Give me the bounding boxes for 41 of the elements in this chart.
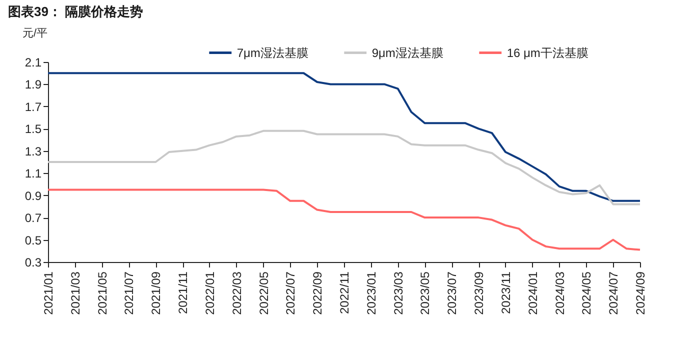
y-tick-label: 2.1 — [24, 56, 42, 70]
line-series — [47, 130, 641, 206]
x-tick-label: 2021/07 — [122, 271, 136, 315]
y-tick-label: 0.3 — [24, 256, 42, 270]
y-axis-title: 元/平 — [22, 28, 48, 40]
x-tick-label: 2022/09 — [310, 271, 325, 315]
x-tick-label: 2024/03 — [552, 271, 567, 315]
legend-label: 7μm湿法基膜 — [236, 46, 308, 60]
y-tick-label: 1.7 — [24, 100, 42, 114]
x-tick-label: 2023/11 — [498, 271, 513, 314]
y-tick-label: 0.9 — [24, 188, 42, 203]
x-tick-label: 2022/03 — [230, 271, 244, 315]
line-series — [47, 72, 641, 202]
y-tick-label: 1.9 — [24, 78, 42, 92]
x-tick-label: 2022/05 — [256, 271, 271, 315]
legend-label: 9μm湿法基膜 — [372, 46, 444, 60]
x-tick-label: 2024/05 — [580, 271, 594, 315]
chart-title: 图表39： 隔膜价格走势 — [8, 4, 144, 19]
x-tick-label: 2021/09 — [149, 271, 164, 315]
x-tick-label: 2024/07 — [606, 271, 621, 315]
x-tick-label: 2022/01 — [202, 271, 217, 315]
x-tick-label: 2021/11 — [176, 271, 190, 314]
x-tick-label: 2023/07 — [445, 271, 460, 315]
x-tick-label: 2023/01 — [364, 271, 378, 315]
x-tick-label: 2021/03 — [68, 271, 82, 315]
y-tick-label: 0.5 — [24, 233, 42, 248]
x-tick-label: 2024/01 — [526, 271, 540, 315]
x-tick-label: 2023/03 — [391, 271, 406, 315]
x-tick-label: 2021/01 — [42, 271, 56, 315]
y-tick-label: 1.1 — [24, 166, 42, 181]
x-tick-label: 2022/07 — [284, 271, 298, 315]
x-tick-label: 2024/09 — [634, 271, 648, 315]
y-tick-label: 1.3 — [24, 144, 42, 158]
y-tick-label: 1.5 — [24, 122, 42, 136]
y-tick-label: 0.7 — [24, 211, 42, 226]
x-tick-label: 2023/05 — [418, 271, 432, 315]
x-tick-label: 2022/11 — [338, 271, 352, 314]
x-tick-label: 2023/09 — [472, 271, 486, 315]
line-series — [47, 188, 641, 251]
legend-label: 16 μm干法基膜 — [506, 46, 588, 60]
x-tick-label: 2021/05 — [95, 271, 110, 315]
